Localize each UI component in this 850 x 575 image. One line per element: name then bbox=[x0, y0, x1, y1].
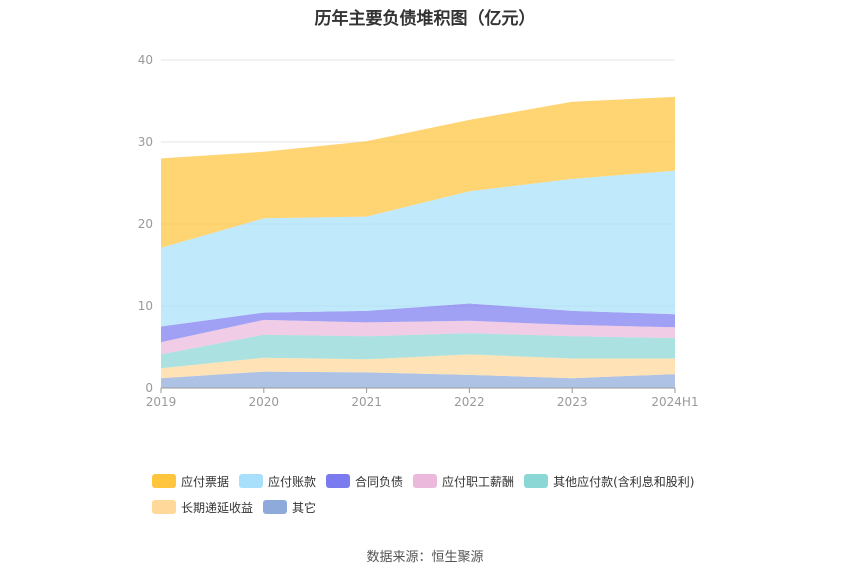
legend-label: 合同负债 bbox=[355, 474, 404, 489]
y-tick-label: 0 bbox=[145, 381, 153, 395]
legend-label: 其它 bbox=[292, 500, 317, 515]
legend-label: 长期递延收益 bbox=[181, 500, 254, 515]
legend-label: 其他应付款(含利息和股利) bbox=[553, 474, 695, 489]
x-tick-label: 2019 bbox=[146, 395, 177, 409]
legend-swatch bbox=[524, 474, 549, 488]
axes: 0 10 20 30 40 2019 2020 2021 2022 2023 2024H1 bbox=[138, 53, 699, 409]
legend-label: 应付账款 bbox=[268, 474, 317, 489]
y-tick-label: 40 bbox=[138, 53, 153, 67]
legend-swatch bbox=[152, 474, 176, 488]
legend-item[interactable]: 长期递延收益 bbox=[152, 498, 253, 516]
x-tick-label: 2024H1 bbox=[651, 395, 698, 409]
x-tick-label: 2023 bbox=[557, 395, 588, 409]
legend-swatch bbox=[326, 474, 351, 488]
area-series-5 bbox=[161, 170, 675, 327]
legend-swatch bbox=[413, 474, 438, 488]
legend-swatch bbox=[239, 474, 264, 488]
data-source: 数据来源：恒生聚源 bbox=[366, 550, 484, 565]
area-series-0 bbox=[161, 371, 675, 388]
legend-item[interactable]: 应付账款 bbox=[239, 472, 316, 490]
legend-item[interactable]: 其它 bbox=[263, 498, 316, 516]
legend-label: 应付职工薪酬 bbox=[442, 474, 515, 489]
area-series bbox=[161, 96, 675, 388]
legend-swatch bbox=[152, 500, 176, 514]
area-series-6 bbox=[161, 96, 675, 248]
y-tick-label: 20 bbox=[138, 217, 153, 231]
legend-label: 应付票据 bbox=[181, 474, 230, 489]
area-series-1 bbox=[161, 354, 675, 379]
x-tick-label: 2022 bbox=[454, 395, 485, 409]
area-series-3 bbox=[161, 319, 675, 355]
legend-item[interactable]: 应付票据 bbox=[152, 472, 229, 490]
area-series-2 bbox=[161, 333, 675, 369]
chart-title: 历年主要负债堆积图（亿元） bbox=[314, 9, 536, 29]
legend: 应付票据 应付账款 合同负债 应付职工薪酬 其他应付款(含利息和股利) 长期递延收益 其它 bbox=[152, 472, 752, 524]
x-tick-label: 2021 bbox=[351, 395, 382, 409]
legend-swatch bbox=[263, 500, 288, 514]
y-tick-label: 30 bbox=[138, 135, 153, 149]
legend-item[interactable]: 其他应付款(含利息和股利) bbox=[524, 472, 694, 490]
legend-item[interactable]: 合同负债 bbox=[326, 472, 403, 490]
x-tick-label: 2020 bbox=[249, 395, 280, 409]
legend-item[interactable]: 应付职工薪酬 bbox=[413, 472, 514, 490]
y-tick-label: 10 bbox=[138, 299, 153, 313]
area-series-4 bbox=[161, 303, 675, 343]
